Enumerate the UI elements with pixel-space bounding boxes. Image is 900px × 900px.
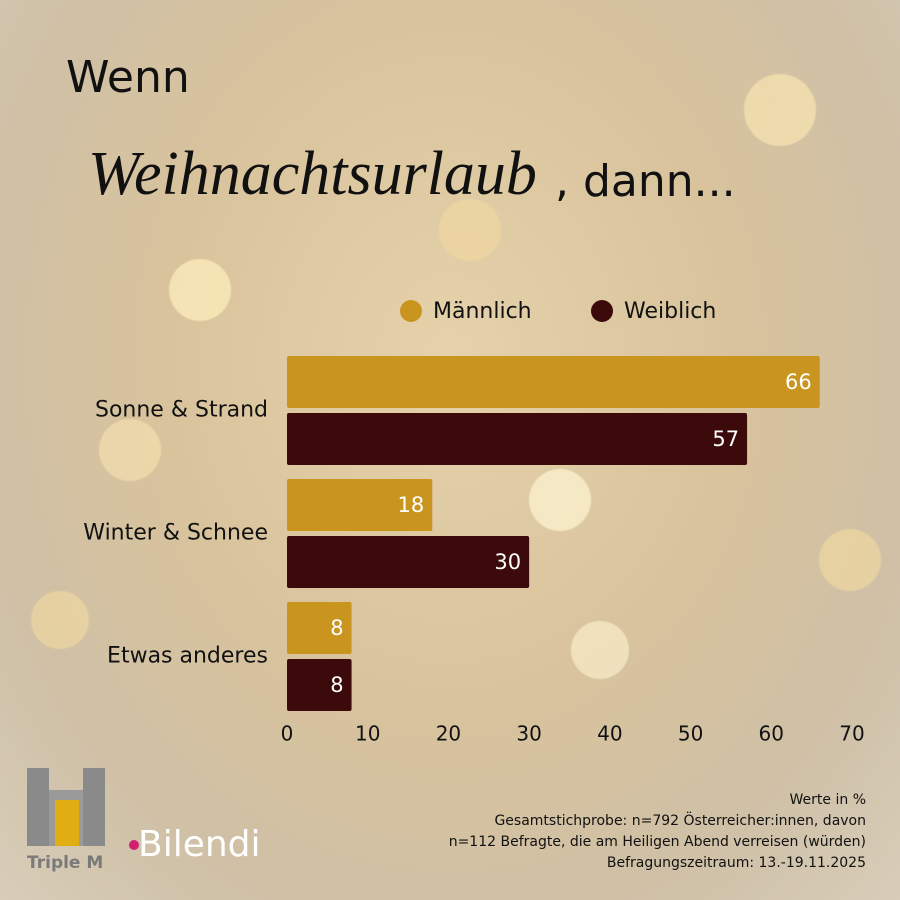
legend-swatch bbox=[400, 300, 422, 322]
value-label: 66 bbox=[785, 370, 812, 394]
value-label: 57 bbox=[712, 427, 739, 451]
legend-label: Männlich bbox=[433, 299, 532, 324]
x-tick-label: 40 bbox=[597, 722, 622, 746]
title-script: Weihnachtsurlaub bbox=[88, 140, 537, 208]
bar bbox=[287, 356, 820, 408]
bar bbox=[287, 479, 433, 531]
legend-label: Weiblich bbox=[624, 299, 716, 324]
x-tick-label: 30 bbox=[516, 722, 541, 746]
bar bbox=[287, 602, 352, 654]
x-tick-label: 0 bbox=[281, 722, 294, 746]
bar bbox=[287, 536, 530, 588]
category-label: Winter & Schnee bbox=[83, 521, 268, 546]
x-tick-label: 60 bbox=[759, 722, 784, 746]
footnote: n=112 Befragte, die am Heiligen Abend ve… bbox=[449, 834, 866, 850]
logo-dot bbox=[129, 840, 139, 850]
value-label: 8 bbox=[330, 616, 343, 640]
value-label: 30 bbox=[494, 550, 521, 574]
category-label: Etwas anderes bbox=[107, 644, 268, 669]
footnote: Werte in % bbox=[790, 792, 866, 808]
x-tick-label: 70 bbox=[839, 722, 864, 746]
title-rest: , dann... bbox=[555, 156, 736, 207]
category-label: Sonne & Strand bbox=[95, 398, 268, 423]
logo-bar bbox=[83, 768, 105, 846]
x-tick-label: 20 bbox=[436, 722, 461, 746]
value-label: 18 bbox=[398, 493, 425, 517]
legend-swatch bbox=[591, 300, 613, 322]
logo-triple-m: Triple M bbox=[27, 768, 105, 873]
bar bbox=[287, 413, 748, 465]
value-label: 8 bbox=[330, 673, 343, 697]
logo-text: Triple M bbox=[27, 853, 103, 873]
logo-bar bbox=[55, 800, 79, 846]
bar bbox=[287, 659, 352, 711]
x-tick-label: 10 bbox=[355, 722, 380, 746]
footnote: Befragungszeitraum: 13.-19.11.2025 bbox=[607, 855, 866, 871]
footnote: Gesamtstichprobe: n=792 Österreicher:inn… bbox=[494, 811, 866, 829]
logo-text: Bilendi bbox=[138, 824, 261, 865]
logo-bar bbox=[27, 768, 49, 846]
title-line1: Wenn bbox=[66, 52, 190, 103]
x-tick-label: 50 bbox=[678, 722, 703, 746]
